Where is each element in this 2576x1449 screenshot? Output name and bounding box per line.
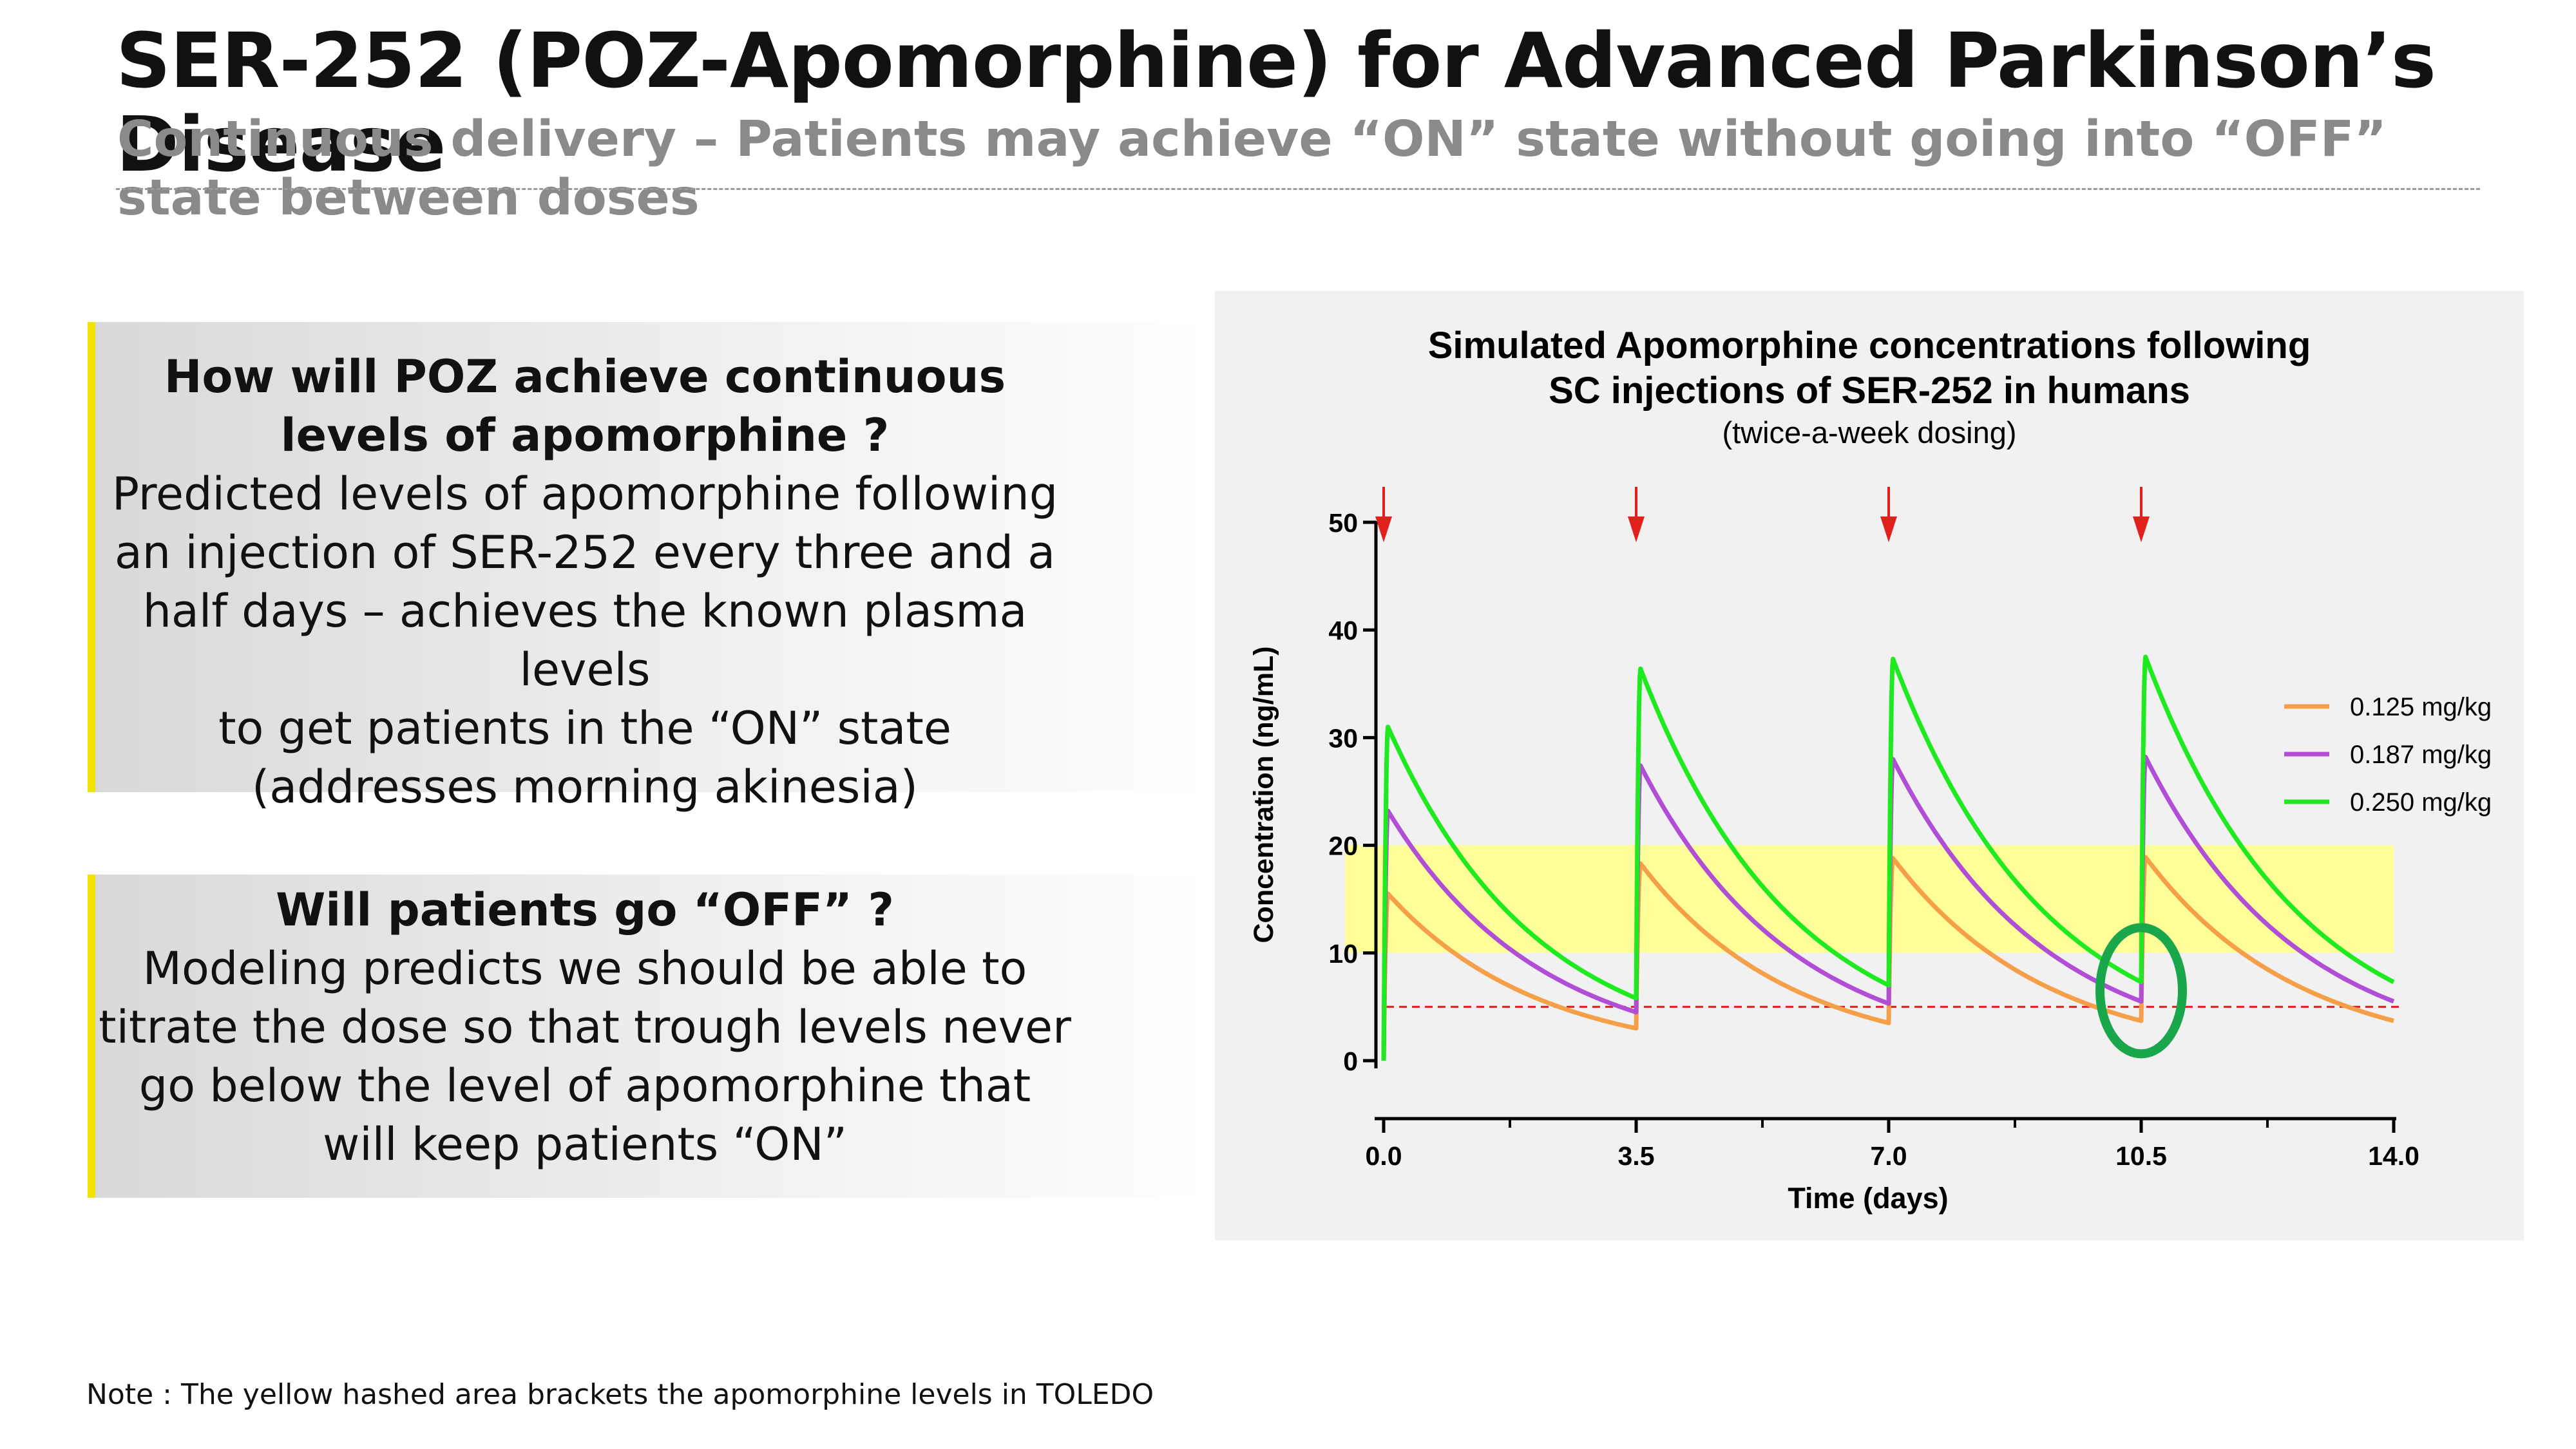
y-tick-label: 10 xyxy=(1328,939,1358,969)
x-axis-label: Time (days) xyxy=(1788,1182,1948,1215)
y-tick-label: 50 xyxy=(1328,508,1358,538)
x-tick-label: 10.5 xyxy=(2115,1141,2167,1171)
y-tick-label: 0 xyxy=(1343,1046,1358,1076)
x-tick-label: 7.0 xyxy=(1871,1141,1907,1171)
chart-title-line: Simulated Apomorphine concentrations fol… xyxy=(1428,325,2311,366)
title-divider xyxy=(116,188,2480,190)
box-body-line: to get patients in the “ON” state xyxy=(218,702,951,755)
question-box-continuous-levels: How will POZ achieve continuous levels o… xyxy=(88,322,1208,813)
box-heading-line: How will POZ achieve continuous xyxy=(164,350,1006,403)
box-body-line: levels xyxy=(519,643,651,696)
chart-subtitle: (twice-a-week dosing) xyxy=(1722,415,2016,450)
y-tick-label: 20 xyxy=(1328,831,1358,861)
concentration-chart: Simulated Apomorphine concentrations fol… xyxy=(1248,325,2492,1215)
toledo-band xyxy=(1345,845,2394,953)
x-tick-label: 3.5 xyxy=(1618,1141,1655,1171)
slide-subtitle: Continuous delivery – Patients may achie… xyxy=(117,111,2387,227)
y-tick-label: 30 xyxy=(1328,723,1358,753)
trough-highlight-circle xyxy=(2095,923,2187,1059)
box-heading-line: levels of apomorphine ? xyxy=(280,409,890,462)
dose-arrow-head xyxy=(1628,516,1645,542)
legend-label: 0.250 mg/kg xyxy=(2350,788,2492,817)
legend-label: 0.125 mg/kg xyxy=(2350,693,2492,721)
y-tick-label: 40 xyxy=(1328,616,1358,645)
box-body-line: titrate the dose so that trough levels n… xyxy=(99,1001,1071,1054)
box-body-line: will keep patients “ON” xyxy=(322,1118,848,1171)
question-box-go-off: Will patients go “OFF” ? Modeling predic… xyxy=(88,875,1208,1198)
y-axis-label: Concentration (ng/mL) xyxy=(1248,646,1279,943)
box-body-line: go below the level of apomorphine that xyxy=(138,1059,1031,1112)
chart-panel: Simulated Apomorphine concentrations fol… xyxy=(1215,291,2524,1240)
box-body-line: an injection of SER-252 every three and … xyxy=(114,526,1056,579)
footnote: Note : The yellow hashed area brackets t… xyxy=(86,1378,1154,1411)
box-heading-line: Will patients go “OFF” ? xyxy=(276,884,894,936)
box-body-line: half days – achieves the known plasma xyxy=(142,585,1027,638)
series-line xyxy=(1381,855,2394,1061)
box-body-line: Modeling predicts we should be able to xyxy=(142,942,1027,995)
legend-label: 0.187 mg/kg xyxy=(2350,741,2492,769)
slide-title: SER-252 (POZ-Apomorphine) for Advanced P… xyxy=(116,16,2436,189)
chart-title-line: SC injections of SER-252 in humans xyxy=(1549,370,2190,412)
series-line xyxy=(1381,755,2395,1061)
dose-arrow-head xyxy=(1375,516,1392,542)
box-body-line: (addresses morning akinesia) xyxy=(252,761,918,813)
box-body-line: Predicted levels of apomorphine followin… xyxy=(111,468,1058,520)
series-line xyxy=(1381,654,2395,1061)
x-tick-label: 0.0 xyxy=(1366,1141,1402,1171)
x-tick-label: 14.0 xyxy=(2368,1141,2419,1171)
dose-arrow-head xyxy=(1880,516,1897,542)
dose-arrow-head xyxy=(2133,516,2150,542)
